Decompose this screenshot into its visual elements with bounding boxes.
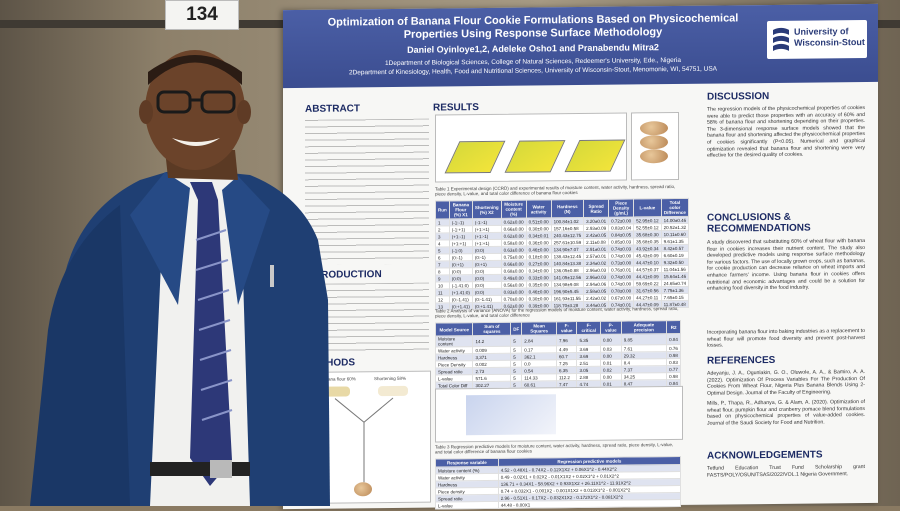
pen-in-pocket <box>270 265 274 287</box>
right-lapel <box>222 176 270 305</box>
belt <box>150 462 250 476</box>
head <box>145 50 245 170</box>
research-poster: Optimization of Banana Flour Cookie Form… <box>283 3 878 510</box>
stout-logo-icon <box>773 27 789 51</box>
striped-tie <box>190 182 232 486</box>
poster-header: Optimization of Banana Flour Cookie Form… <box>283 3 878 89</box>
glasses-left-lens <box>156 90 192 114</box>
hair <box>148 55 242 85</box>
left-lapel <box>130 172 190 305</box>
university-logo: University of Wisconsin-Stout <box>767 19 867 60</box>
methods-flow-arrows <box>334 397 394 483</box>
glasses-right-lens <box>200 90 236 114</box>
smile <box>172 138 220 146</box>
belt-buckle <box>210 460 232 478</box>
suit-left-arm <box>30 205 130 506</box>
methods-diagram: Banana flour 60% Shortening 58% <box>305 370 431 504</box>
booth-number-sign: 134 <box>165 0 239 30</box>
